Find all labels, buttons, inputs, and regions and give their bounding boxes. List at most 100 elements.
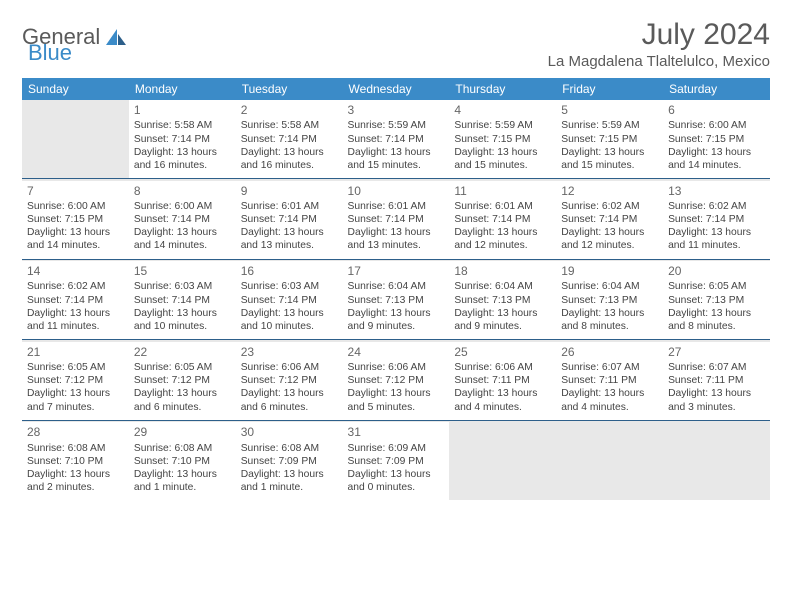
sunset-text: Sunset: 7:11 PM <box>454 374 551 387</box>
daylight-text: and 3 minutes. <box>668 401 765 414</box>
day-number: 2 <box>241 103 338 118</box>
daylight-text: Daylight: 13 hours <box>668 307 765 320</box>
day-number: 21 <box>27 345 124 360</box>
dayhdr-thu: Thursday <box>449 78 556 100</box>
day-number: 11 <box>454 184 551 199</box>
calendar-cell: 7Sunrise: 6:00 AMSunset: 7:15 PMDaylight… <box>22 181 129 260</box>
daylight-text: and 8 minutes. <box>561 320 658 333</box>
calendar-cell: 1Sunrise: 5:58 AMSunset: 7:14 PMDaylight… <box>129 100 236 179</box>
daylight-text: Daylight: 13 hours <box>348 387 445 400</box>
calendar-cell: 12Sunrise: 6:02 AMSunset: 7:14 PMDayligh… <box>556 181 663 260</box>
sunrise-text: Sunrise: 6:00 AM <box>134 200 231 213</box>
day-number: 19 <box>561 264 658 279</box>
sunset-text: Sunset: 7:15 PM <box>561 133 658 146</box>
daylight-text: and 8 minutes. <box>668 320 765 333</box>
daylight-text: Daylight: 13 hours <box>668 146 765 159</box>
calendar-cell: 26Sunrise: 6:07 AMSunset: 7:11 PMDayligh… <box>556 342 663 421</box>
calendar-cell: 21Sunrise: 6:05 AMSunset: 7:12 PMDayligh… <box>22 342 129 421</box>
day-number: 7 <box>27 184 124 199</box>
daylight-text: and 14 minutes. <box>668 159 765 172</box>
daylight-text: Daylight: 13 hours <box>454 307 551 320</box>
sunset-text: Sunset: 7:14 PM <box>561 213 658 226</box>
sunset-text: Sunset: 7:14 PM <box>241 294 338 307</box>
sunset-text: Sunset: 7:12 PM <box>27 374 124 387</box>
sunrise-text: Sunrise: 6:05 AM <box>27 361 124 374</box>
daylight-text: and 4 minutes. <box>561 401 658 414</box>
day-number: 12 <box>561 184 658 199</box>
daylight-text: Daylight: 13 hours <box>561 226 658 239</box>
day-number: 24 <box>348 345 445 360</box>
sunrise-text: Sunrise: 6:03 AM <box>241 280 338 293</box>
daylight-text: and 15 minutes. <box>561 159 658 172</box>
sunrise-text: Sunrise: 6:02 AM <box>27 280 124 293</box>
day-number: 1 <box>134 103 231 118</box>
day-number: 14 <box>27 264 124 279</box>
daylight-text: Daylight: 13 hours <box>241 307 338 320</box>
sunset-text: Sunset: 7:14 PM <box>348 133 445 146</box>
day-number: 27 <box>668 345 765 360</box>
daylight-text: Daylight: 13 hours <box>27 307 124 320</box>
daylight-text: and 9 minutes. <box>348 320 445 333</box>
sunrise-text: Sunrise: 6:02 AM <box>668 200 765 213</box>
dayhdr-wed: Wednesday <box>343 78 450 100</box>
day-number: 4 <box>454 103 551 118</box>
sail-icon <box>105 28 127 46</box>
sunset-text: Sunset: 7:14 PM <box>454 213 551 226</box>
daylight-text: and 1 minute. <box>134 481 231 494</box>
dayhdr-sun: Sunday <box>22 78 129 100</box>
day-number: 16 <box>241 264 338 279</box>
daylight-text: Daylight: 13 hours <box>348 146 445 159</box>
brand-word2: Blue <box>28 40 72 66</box>
daylight-text: and 7 minutes. <box>27 401 124 414</box>
sunrise-text: Sunrise: 6:01 AM <box>454 200 551 213</box>
sunrise-text: Sunrise: 6:09 AM <box>348 442 445 455</box>
daylight-text: Daylight: 13 hours <box>134 146 231 159</box>
daylight-text: Daylight: 13 hours <box>454 226 551 239</box>
day-number: 13 <box>668 184 765 199</box>
sunrise-text: Sunrise: 6:04 AM <box>561 280 658 293</box>
calendar-cell: 25Sunrise: 6:06 AMSunset: 7:11 PMDayligh… <box>449 342 556 421</box>
daylight-text: Daylight: 13 hours <box>348 307 445 320</box>
calendar-row: 1Sunrise: 5:58 AMSunset: 7:14 PMDaylight… <box>22 100 770 179</box>
sunrise-text: Sunrise: 6:00 AM <box>27 200 124 213</box>
sunrise-text: Sunrise: 6:06 AM <box>241 361 338 374</box>
daylight-text: Daylight: 13 hours <box>241 146 338 159</box>
daylight-text: Daylight: 13 hours <box>134 307 231 320</box>
sunrise-text: Sunrise: 6:00 AM <box>668 119 765 132</box>
calendar-cell: 13Sunrise: 6:02 AMSunset: 7:14 PMDayligh… <box>663 181 770 260</box>
calendar-cell <box>556 422 663 500</box>
sunset-text: Sunset: 7:10 PM <box>27 455 124 468</box>
sunrise-text: Sunrise: 6:08 AM <box>134 442 231 455</box>
daylight-text: and 0 minutes. <box>348 481 445 494</box>
day-number: 23 <box>241 345 338 360</box>
day-number: 26 <box>561 345 658 360</box>
page-title: July 2024 <box>548 18 770 51</box>
calendar-cell: 14Sunrise: 6:02 AMSunset: 7:14 PMDayligh… <box>22 261 129 340</box>
daylight-text: and 13 minutes. <box>241 239 338 252</box>
sunrise-text: Sunrise: 6:04 AM <box>454 280 551 293</box>
calendar-body: 1Sunrise: 5:58 AMSunset: 7:14 PMDaylight… <box>22 100 770 500</box>
sunrise-text: Sunrise: 6:04 AM <box>348 280 445 293</box>
calendar-cell: 24Sunrise: 6:06 AMSunset: 7:12 PMDayligh… <box>343 342 450 421</box>
daylight-text: Daylight: 13 hours <box>27 468 124 481</box>
daylight-text: Daylight: 13 hours <box>668 226 765 239</box>
daylight-text: Daylight: 13 hours <box>561 387 658 400</box>
calendar-cell: 22Sunrise: 6:05 AMSunset: 7:12 PMDayligh… <box>129 342 236 421</box>
daylight-text: and 12 minutes. <box>561 239 658 252</box>
calendar-cell <box>22 100 129 179</box>
calendar-cell: 29Sunrise: 6:08 AMSunset: 7:10 PMDayligh… <box>129 422 236 500</box>
day-number: 15 <box>134 264 231 279</box>
day-number: 20 <box>668 264 765 279</box>
calendar-cell: 19Sunrise: 6:04 AMSunset: 7:13 PMDayligh… <box>556 261 663 340</box>
daylight-text: Daylight: 13 hours <box>561 307 658 320</box>
sunrise-text: Sunrise: 6:07 AM <box>561 361 658 374</box>
daylight-text: and 16 minutes. <box>241 159 338 172</box>
daylight-text: and 15 minutes. <box>348 159 445 172</box>
dayhdr-sat: Saturday <box>663 78 770 100</box>
daylight-text: Daylight: 13 hours <box>454 146 551 159</box>
day-number: 5 <box>561 103 658 118</box>
sunrise-text: Sunrise: 6:07 AM <box>668 361 765 374</box>
sunset-text: Sunset: 7:14 PM <box>27 294 124 307</box>
daylight-text: Daylight: 13 hours <box>348 226 445 239</box>
day-header-row: Sunday Monday Tuesday Wednesday Thursday… <box>22 78 770 100</box>
